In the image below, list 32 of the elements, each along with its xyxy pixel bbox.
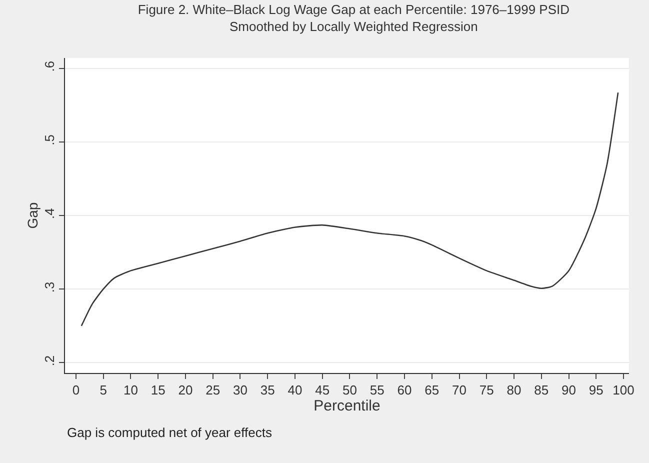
x-tick-label: 70 [452, 382, 466, 398]
x-tick-label: 60 [397, 382, 412, 398]
x-tick-label: 90 [562, 382, 576, 398]
x-tick-label: 50 [342, 382, 357, 398]
text: Gap is computed net of year effects [67, 425, 272, 440]
x-tick-label: 25 [206, 382, 220, 398]
x-tick-label: 80 [506, 382, 522, 398]
y-tick-label: .6 [42, 60, 57, 72]
x-tick-label: 65 [424, 382, 440, 398]
x-tick-label: 10 [123, 382, 138, 398]
x-tick-label: 40 [288, 382, 302, 398]
x-tick-label: 95 [588, 382, 604, 398]
y-tick-label: .2 [42, 355, 57, 366]
x-tick-label: 30 [232, 382, 248, 398]
x-axis-title: Percentile [314, 398, 380, 415]
x-tick-label: 45 [315, 382, 330, 398]
x-tick-label: 55 [370, 382, 384, 398]
x-tick-label: 35 [260, 382, 275, 398]
x-tick-label: 100 [612, 382, 634, 398]
x-tick-label: 15 [150, 382, 166, 398]
chart-title: Figure 2. White–Black Log Wage Gap at each Percentile: 1976–1999 PSID [138, 2, 570, 17]
line-series [80, 92, 619, 327]
y-tick-label: .5 [42, 134, 57, 146]
x-tick-label: 75 [479, 382, 494, 398]
x-tick-label: 0 [72, 382, 80, 398]
x-tick-label: 5 [100, 382, 107, 398]
y-tick-label: .4 [42, 208, 57, 219]
y-tick-label: .3 [42, 282, 57, 293]
x-tick-label: 85 [534, 382, 549, 398]
x-tick-label: 20 [178, 382, 193, 398]
chart-subtitle: Smoothed by Locally Weighted Regression [230, 18, 478, 34]
y-axis-title: Gap [24, 202, 40, 229]
